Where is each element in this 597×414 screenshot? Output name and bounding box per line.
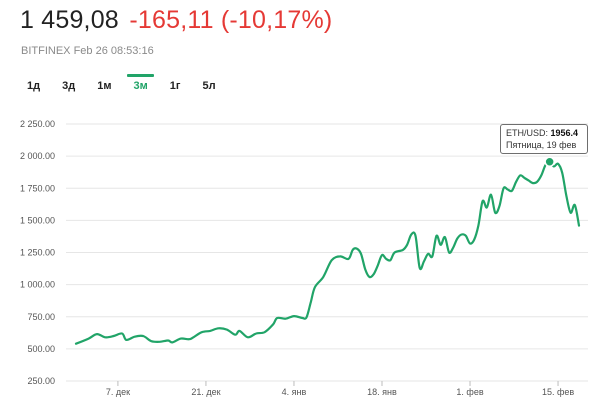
quote-meta: BITFINEX Feb 26 08:53:16 xyxy=(21,45,154,57)
x-tick-label: 21. дек xyxy=(191,387,220,397)
tooltip-date: Пятница, 19 фев xyxy=(506,140,577,150)
x-tick-label: 4. янв xyxy=(282,387,307,397)
tooltip-pair-label: ETH/USD: xyxy=(506,128,549,138)
y-tick-label: 500.00 xyxy=(27,344,55,354)
x-tick-label: 15. фев xyxy=(542,387,574,397)
price-change: -165,11 (-10,17%) xyxy=(129,6,333,34)
y-tick-label: 750.00 xyxy=(27,312,55,322)
period-tab-1y[interactable]: 1г xyxy=(169,80,181,92)
hover-point-marker xyxy=(544,156,555,167)
period-tab-3m[interactable]: 3м xyxy=(127,74,155,98)
y-tick-label: 1 750.00 xyxy=(20,183,55,193)
tooltip-value: 1956.4 xyxy=(550,128,579,138)
y-tick-label: 2 250.00 xyxy=(20,119,55,129)
quote-timestamp: Feb 26 08:53:16 xyxy=(73,45,154,57)
price-header: 1 459,08 -165,11 (-10,17%) xyxy=(20,6,332,42)
x-tick-label: 18. янв xyxy=(367,387,397,397)
quote-source: BITFINEX xyxy=(21,45,71,57)
x-tick-label: 7. дек xyxy=(106,387,130,397)
y-tick-label: 2 000.00 xyxy=(20,151,55,161)
y-tick-label: 250.00 xyxy=(27,376,55,386)
current-price: 1 459,08 xyxy=(20,6,119,34)
period-tab-3d[interactable]: 3д xyxy=(62,80,76,92)
y-tick-label: 1 000.00 xyxy=(20,280,55,290)
period-tab-5y[interactable]: 5л xyxy=(202,80,216,92)
eth-usd-price-line xyxy=(74,160,581,345)
period-selector: 1д 3д 1м 3м 1г 5л xyxy=(24,74,235,98)
y-tick-label: 1 250.00 xyxy=(20,248,55,258)
y-tick-label: 1 500.00 xyxy=(20,215,55,225)
period-tab-1d[interactable]: 1д xyxy=(27,80,41,92)
chart-tooltip: ETH/USD: 1956.4 Пятница, 19 фев xyxy=(500,124,588,154)
x-tick-label: 1. фев xyxy=(456,387,483,397)
period-tab-1m[interactable]: 1м xyxy=(97,80,112,92)
